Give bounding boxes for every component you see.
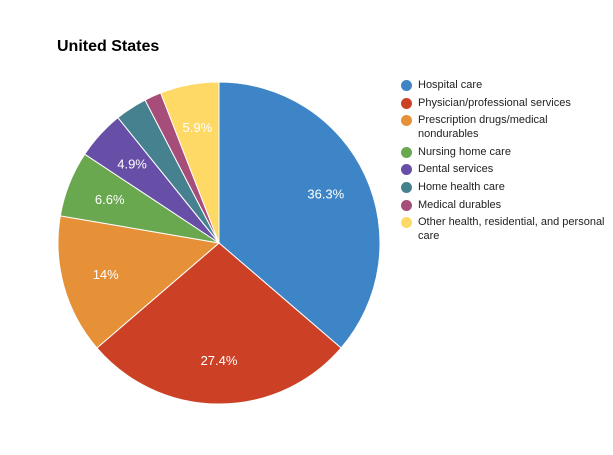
pie-slice-7 xyxy=(160,81,220,244)
chart-title: United States xyxy=(57,38,160,55)
legend-label-1: Physician/professional services xyxy=(418,96,571,109)
legend-item-2: Prescription drugs/medical nondurables xyxy=(401,113,606,141)
pie-slice-1 xyxy=(96,242,342,405)
legend-swatch-1 xyxy=(401,97,412,109)
legend-label-3: Nursing home care xyxy=(418,145,511,158)
slice-label-1: 27.4% xyxy=(201,353,238,368)
legend-label-6: Medical durables xyxy=(418,198,502,211)
slice-label-7: 5.9% xyxy=(183,120,213,135)
legend-item-0: Hospital care xyxy=(401,78,606,92)
legend-item-5: Home health care xyxy=(401,180,606,194)
slice-label-2: 14% xyxy=(93,267,119,282)
slice-label-0: 36.3% xyxy=(307,186,344,201)
legend-item-7: Other health, residential, and personal … xyxy=(401,215,606,243)
legend-label-7: Other health, residential, and personal … xyxy=(418,216,605,243)
legend-swatch-0 xyxy=(401,80,412,91)
legend-item-6: Medical durables xyxy=(401,198,606,212)
slice-label-3: 6.6% xyxy=(95,192,125,207)
legend-swatch-3 xyxy=(401,146,412,158)
legend-label-5: Home health care xyxy=(418,180,505,193)
legend-item-3: Nursing home care xyxy=(401,145,606,159)
legend-item-1: Physician/professional services xyxy=(401,96,606,110)
legend-swatch-6 xyxy=(401,199,412,211)
pie-slice-0 xyxy=(218,81,381,349)
legend-swatch-5 xyxy=(401,181,412,193)
legend: Hospital care Physician/professional serv… xyxy=(401,78,606,247)
legend-label-0: Hospital care xyxy=(418,79,483,91)
legend-swatch-4 xyxy=(401,164,412,176)
legend-swatch-2 xyxy=(401,115,412,127)
legend-swatch-7 xyxy=(401,217,412,229)
legend-label-2: Prescription drugs/medical nondurables xyxy=(418,114,548,141)
slice-label-4: 4.9% xyxy=(117,156,147,171)
legend-label-4: Dental services xyxy=(418,163,494,176)
pie-slice-2 xyxy=(57,215,221,349)
legend-item-4: Dental services xyxy=(401,162,606,176)
